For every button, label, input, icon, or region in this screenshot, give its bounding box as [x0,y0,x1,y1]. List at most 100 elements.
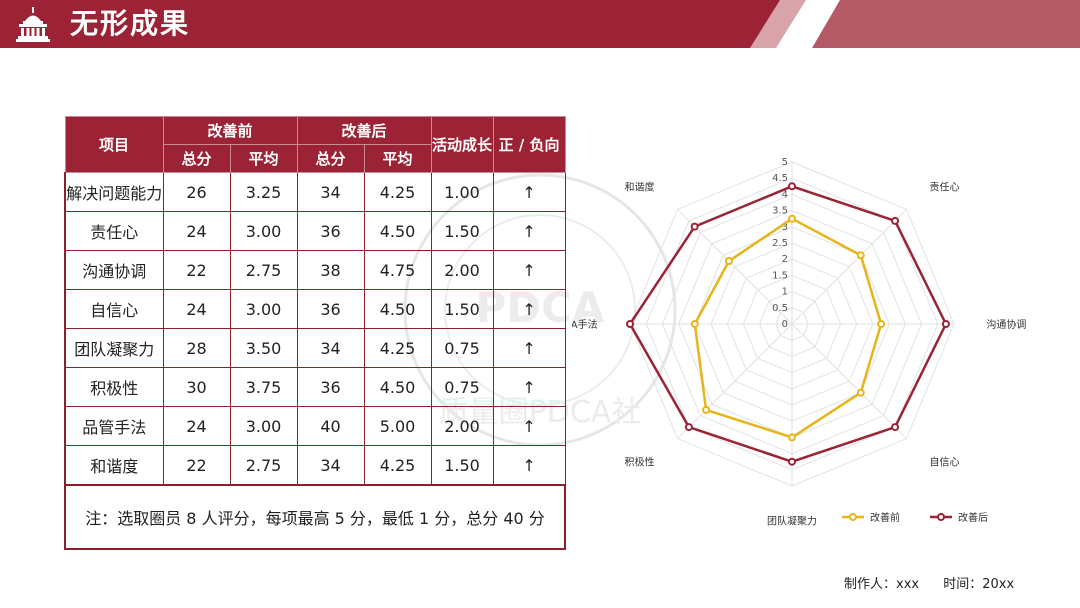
radar-data-point [788,457,796,466]
radar-chart-svg: 00.511.522.533.544.55解决问题能力责任心沟通协调自信心团队凝… [550,120,1026,528]
capitol-building-icon [16,7,50,42]
row-before-avg: 3.25 [229,172,298,212]
radar-data-point [788,433,796,442]
radar-data-point [684,423,693,432]
radar-category-label: 责任心 [929,181,959,194]
table-body: 解决问题能力 26 3.25 34 4.25 1.00 ↑ 责任心 24 3.00 36 4.50 1.… [64,172,566,486]
header-background [0,0,790,48]
row-item: 积极性 [64,367,164,407]
row-before-total: 24 [162,406,231,446]
radar-category-label: 积极性 [625,455,655,468]
legend-label: 改善前 [870,511,900,524]
radar-tick-label: 5 [782,157,788,168]
radar-tick-label: 3.5 [772,206,788,217]
table-row: 团队凝聚力 28 3.50 34 4.25 0.75 ↑ [64,328,566,368]
row-before-total: 22 [162,250,231,290]
radar-data-point [626,320,634,328]
row-growth: 2.00 [430,250,494,290]
row-before-total: 26 [162,172,231,212]
row-growth: 1.50 [430,445,494,486]
radar-category-label: 和谐度 [625,181,655,194]
radar-tick-label: 2.5 [772,238,788,249]
row-before-avg: 3.00 [229,211,298,251]
row-growth: 1.50 [430,289,494,329]
radar-data-point [877,320,886,328]
radar-data-point [788,182,796,191]
row-item: 解决问题能力 [64,172,164,212]
radar-data-point [690,222,699,231]
header-before-total: 总分 [162,144,231,173]
row-direction: ↑ [492,289,566,329]
radar-tick-label: 3 [782,222,788,233]
row-after-avg: 5.00 [363,406,432,446]
row-growth: 1.00 [430,172,494,212]
table-note: 注：选取圈员 8 人评分，每项最高 5 分，最低 1 分，总分 40 分 [63,484,567,550]
header-after: 改善后 [296,116,432,145]
header-after-total: 总分 [296,144,365,173]
row-item: 和谐度 [64,445,164,486]
header-stripe-mid [812,0,1080,48]
radar-category-label: 自信心 [929,455,959,468]
radar-data-point [941,320,950,328]
radar-category-label: 沟通协调 [986,318,1026,331]
score-table: 项目 改善前 改善后 活动成长 正 / 负向 总分 平均 总分 平均 解决问题能… [63,116,567,550]
table-row: 积极性 30 3.75 36 4.50 0.75 ↑ [64,367,566,407]
row-before-total: 22 [162,445,231,486]
row-before-total: 28 [162,328,231,368]
radar-spoke [791,209,907,325]
legend-label: 改善后 [958,511,988,524]
radar-tick-label: 2 [782,254,788,265]
page-title: 无形成果 [70,7,191,40]
header-item: 项目 [64,116,164,173]
row-after-total: 36 [296,211,365,251]
row-before-total: 24 [162,211,231,251]
radar-data-point [891,423,900,432]
radar-data-point [702,405,711,414]
row-before-total: 30 [162,367,231,407]
legend-marker [849,513,857,521]
row-after-avg: 4.25 [363,445,432,486]
time-label: 时间：20xx [943,577,1015,592]
row-direction: ↑ [492,445,566,486]
row-growth: 0.75 [430,367,494,407]
table-row: 责任心 24 3.00 36 4.50 1.50 ↑ [64,211,566,251]
row-direction: ↑ [492,211,566,251]
row-after-total: 34 [296,328,365,368]
legend-marker [937,513,945,521]
radar-category-label: PDCA手法 [572,318,598,331]
row-before-avg: 3.00 [229,289,298,329]
row-direction: ↑ [492,328,566,368]
row-after-total: 36 [296,367,365,407]
footer: 制作人：xxx 时间：20xx [844,573,1034,592]
radar-data-point [856,388,865,397]
radar-data-point [788,214,796,223]
row-before-avg: 3.00 [229,406,298,446]
header-before: 改善前 [162,116,298,145]
radar-tick-label: 1.5 [772,270,788,281]
table-row: 和谐度 22 2.75 34 4.25 1.50 ↑ [64,445,566,486]
radar-tick-label: 4 [782,189,788,200]
radar-spoke [677,323,793,439]
header-before-avg: 平均 [229,144,298,173]
header-direction: 正 / 负向 [492,116,566,173]
radar-data-point [724,256,733,265]
radar-tick-label: 1 [782,287,788,298]
radar-category-label: 团队凝聚力 [767,514,817,527]
radar-tick-label: 0 [782,319,788,330]
header-growth: 活动成长 [430,116,494,173]
radar-tick-label: 4.5 [772,173,788,184]
row-direction: ↑ [492,367,566,407]
row-after-total: 38 [296,250,365,290]
row-after-total: 40 [296,406,365,446]
author-label: 制作人：xxx [844,577,920,592]
header-after-avg: 平均 [363,144,432,173]
row-after-total: 36 [296,289,365,329]
radar-data-point [690,320,699,328]
row-item: 责任心 [64,211,164,251]
row-before-avg: 2.75 [229,250,298,290]
radar-chart: 00.511.522.533.544.55解决问题能力责任心沟通协调自信心团队凝… [550,120,1042,540]
table-row: 沟通协调 22 2.75 38 4.75 2.00 ↑ [64,250,566,290]
row-direction: ↑ [492,406,566,446]
row-item: 品管手法 [64,406,164,446]
row-after-avg: 4.25 [363,328,432,368]
